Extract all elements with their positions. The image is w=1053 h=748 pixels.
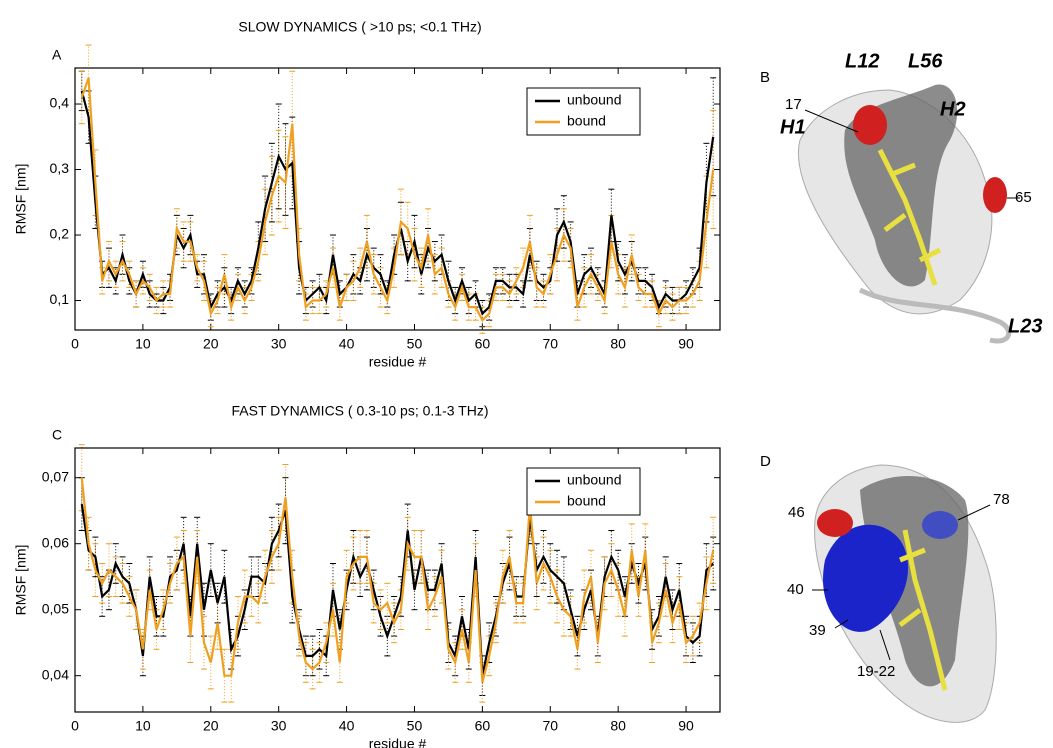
x-tick-label: 20: [203, 718, 219, 734]
x-tick-label: 60: [475, 336, 491, 352]
x-tick-label: 40: [339, 718, 355, 734]
y-tick-label: 0,06: [42, 534, 69, 550]
red-site: [983, 177, 1007, 213]
structure-d: D 46 78 40 39 19-22: [760, 453, 1010, 723]
red-site: [817, 509, 853, 537]
y-tick-label: 0,2: [50, 226, 70, 242]
plot-frame: [74, 67, 721, 331]
structure-label: L56: [908, 50, 943, 72]
y-axis-label: RMSF [nm]: [13, 164, 29, 235]
x-tick-label: 30: [271, 336, 287, 352]
pointer: [804, 109, 859, 133]
panel-label: A: [52, 47, 62, 63]
x-tick-label: 0: [71, 718, 79, 734]
legend-box: [526, 87, 641, 136]
panel-label: C: [52, 427, 62, 443]
x-tick-label: 90: [678, 718, 694, 734]
x-tick-label: 70: [542, 718, 558, 734]
series-line: [80, 77, 715, 323]
blue-site: [823, 524, 909, 632]
legend-label: bound: [567, 113, 606, 129]
chart-title: FAST DYNAMICS ( 0.3-10 ps; 0.1-3 THz): [231, 403, 488, 419]
legend-box: [526, 467, 641, 516]
x-tick-label: 40: [339, 336, 355, 352]
series-line: [80, 503, 714, 676]
x-tick-label: 0: [71, 336, 79, 352]
structure-b: B L12 L56 17 H1 H2 65 L23: [760, 50, 1042, 344]
structure-label: L12: [845, 50, 879, 72]
x-tick-label: 10: [135, 718, 151, 734]
structure-label: 65: [1015, 189, 1032, 206]
x-tick-label: 10: [135, 336, 151, 352]
x-tick-label: 20: [203, 336, 219, 352]
pointer: [957, 504, 991, 521]
legend-label: unbound: [567, 472, 622, 488]
series-line: [80, 477, 715, 683]
pointer: [879, 629, 891, 661]
ligand: [877, 148, 942, 286]
y-tick-label: 0,04: [42, 666, 69, 682]
x-tick-label: 90: [678, 336, 694, 352]
panel-label: B: [760, 69, 770, 86]
y-tick-label: 0,07: [42, 468, 69, 484]
structure-label: 40: [787, 581, 804, 598]
structure-label: 19-22: [857, 663, 895, 680]
chart-title: SLOW DYNAMICS ( >10 ps; <0.1 THz): [238, 19, 481, 35]
ligand: [898, 529, 948, 691]
structure-label: 17: [785, 96, 802, 113]
x-tick-label: 50: [407, 718, 423, 734]
x-axis-label: residue #: [369, 736, 427, 748]
x-axis-label: residue #: [369, 354, 427, 370]
red-site: [853, 105, 887, 145]
x-tick-label: 60: [475, 718, 491, 734]
x-tick-label: 70: [542, 336, 558, 352]
legend-label: bound: [567, 493, 606, 509]
y-axis-label: RMSF [nm]: [13, 545, 29, 616]
structure-label: L23: [1008, 315, 1042, 337]
blue-site: [922, 511, 958, 539]
x-tick-label: 30: [271, 718, 287, 734]
y-tick-label: 0,4: [50, 95, 70, 111]
pointer: [834, 619, 849, 629]
structure-label: 46: [788, 504, 805, 521]
y-tick-label: 0,1: [50, 291, 70, 307]
y-tick-label: 0,05: [42, 600, 69, 616]
x-tick-label: 50: [407, 336, 423, 352]
plot-frame: [74, 447, 721, 713]
x-tick-label: 80: [610, 718, 626, 734]
structure-label: H2: [940, 98, 966, 120]
structure-label: 39: [809, 622, 826, 639]
legend-label: unbound: [567, 92, 622, 108]
structure-label: 78: [993, 491, 1010, 508]
panel-label: D: [760, 453, 771, 470]
x-tick-label: 80: [610, 336, 626, 352]
y-tick-label: 0,3: [50, 160, 70, 176]
loop: [858, 287, 1012, 344]
structure-label: H1: [780, 116, 806, 138]
